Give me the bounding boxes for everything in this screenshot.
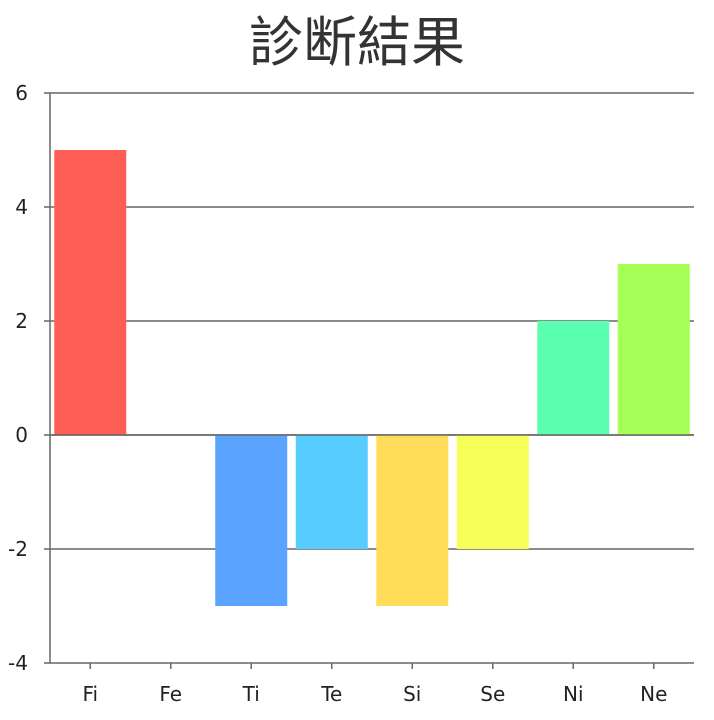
y-tick-label-2: 0 [15,423,28,447]
bar-Ni [537,321,610,435]
y-tick-label-1: -2 [8,537,28,561]
bar-Se [456,435,529,549]
chart-title: 診断結果 [249,11,465,74]
x-tick-label-Te: Te [320,682,342,706]
y-tick-label-5: 6 [15,81,28,105]
bar-Ne [617,264,690,435]
bar-Si [376,435,449,606]
x-tick-label-Ni: Ni [563,682,584,706]
bar-Ti [215,435,288,606]
x-tick-label-Si: Si [403,682,421,706]
bar-Te [295,435,368,549]
x-tick-label-Se: Se [480,682,505,706]
x-tick-label-Fe: Fe [159,682,182,706]
x-tick-label-Fi: Fi [82,682,98,706]
x-tick-label-Ne: Ne [640,682,667,706]
y-tick-label-4: 4 [15,195,28,219]
x-tick-label-Ti: Ti [242,682,260,706]
y-tick-label-0: -4 [8,651,28,675]
bar-Fi [54,150,127,435]
y-tick-label-3: 2 [15,309,28,333]
